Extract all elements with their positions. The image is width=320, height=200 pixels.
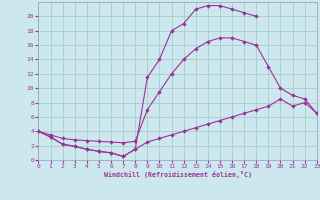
X-axis label: Windchill (Refroidissement éolien,°C): Windchill (Refroidissement éolien,°C) [104,171,252,178]
